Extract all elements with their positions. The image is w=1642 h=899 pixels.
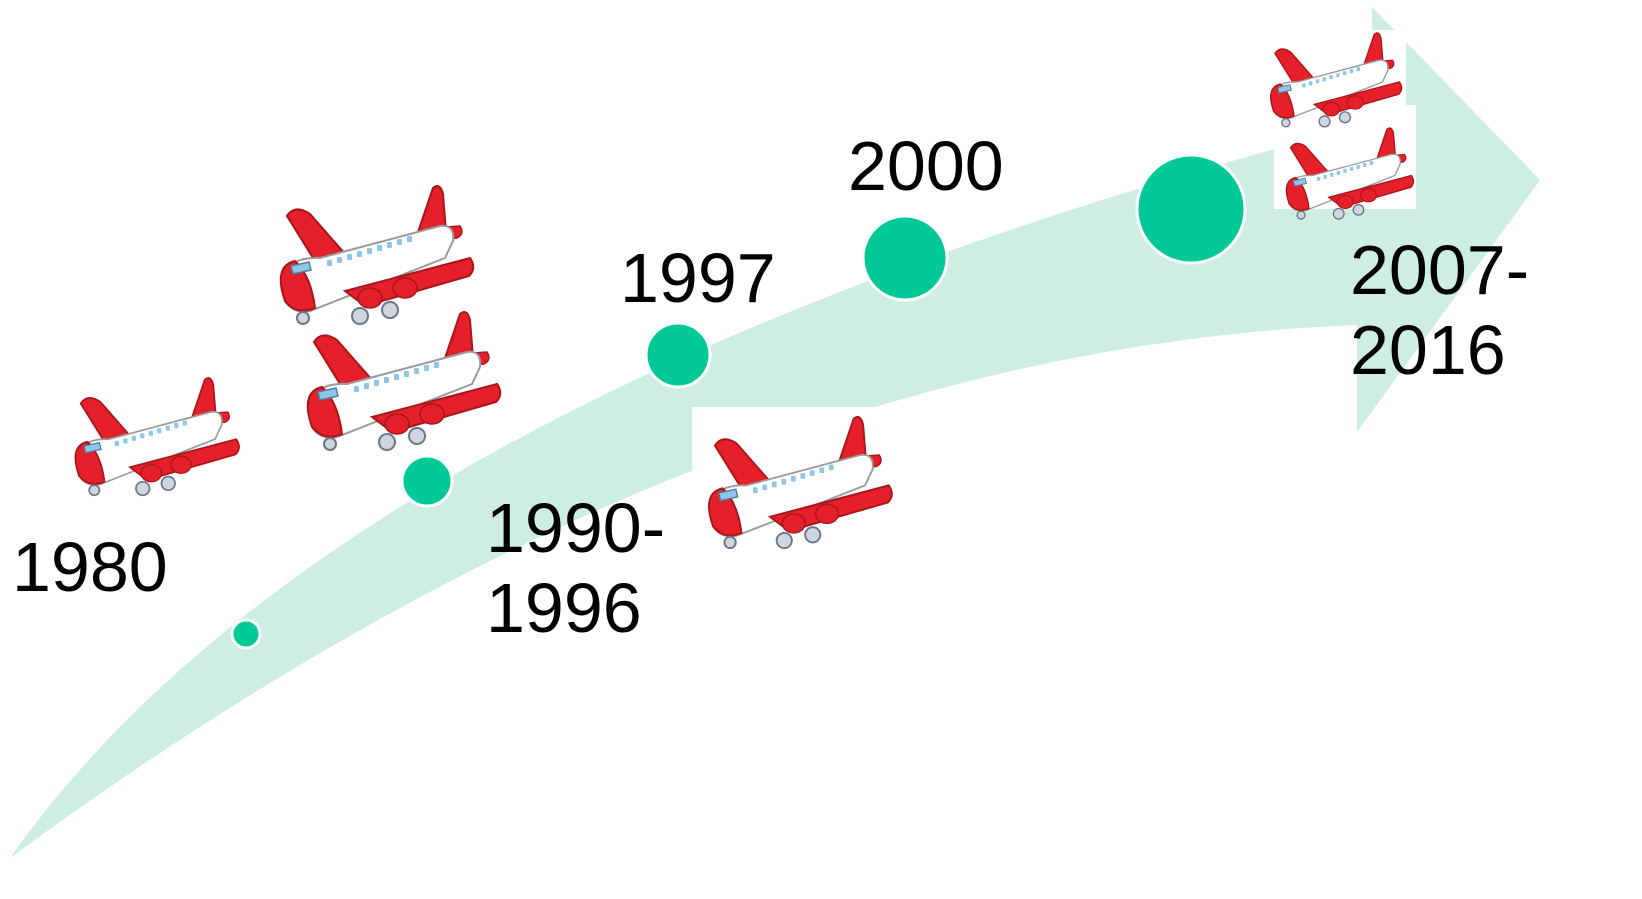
label-line: 1997 bbox=[620, 239, 776, 317]
milestone-label-2000: 2000 bbox=[848, 126, 1004, 206]
milestone-node-2007-2016 bbox=[1135, 153, 1247, 265]
milestone-label-1980: 1980 bbox=[12, 527, 168, 607]
milestone-label-2007-2016: 2007- 2016 bbox=[1350, 230, 1529, 390]
label-line: 2007- bbox=[1350, 231, 1530, 309]
airplane-icon bbox=[74, 377, 240, 497]
label-line: 1980 bbox=[12, 528, 168, 606]
milestone-node-1990-1996 bbox=[400, 454, 454, 508]
airplane-icon bbox=[279, 185, 475, 325]
label-line: 2016 bbox=[1350, 311, 1506, 389]
milestone-label-1997: 1997 bbox=[620, 238, 776, 318]
label-line: 1990- bbox=[486, 489, 666, 567]
milestone-node-1980 bbox=[230, 618, 262, 650]
milestone-node-1997 bbox=[644, 321, 712, 389]
milestone-label-1990-1996: 1990- 1996 bbox=[486, 488, 665, 648]
milestone-node-2000 bbox=[861, 214, 949, 302]
label-line: 1996 bbox=[486, 569, 642, 647]
label-line: 2000 bbox=[848, 127, 1004, 205]
